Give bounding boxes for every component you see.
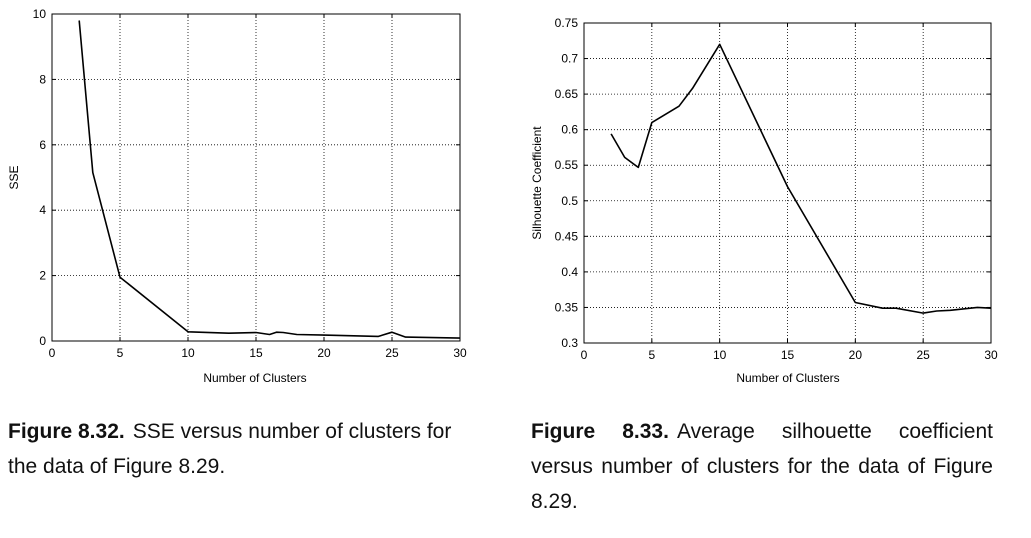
x-tick-label: 20 (849, 348, 863, 362)
x-tick-label: 0 (49, 346, 56, 360)
x-tick-label: 20 (317, 346, 331, 360)
y-tick-label: 0.4 (561, 265, 578, 279)
caption-figure-number: Figure 8.33. (531, 420, 669, 443)
y-axis-label: Silhouette Coefficient (530, 126, 544, 240)
caption-figure-number: Figure 8.32. (8, 420, 125, 443)
y-tick-label: 0.35 (555, 300, 579, 314)
x-tick-label: 10 (713, 348, 727, 362)
x-tick-label: 30 (984, 348, 998, 362)
y-tick-label: 0.3 (561, 336, 578, 350)
series-line (78, 20, 461, 339)
x-axis-label: Number of Clusters (736, 371, 839, 385)
silhouette-chart: 0 5 10 15 20 25 30 0.3 0.35 0.4 0.45 0.5 0.55 0.6 0.65… (530, 16, 998, 385)
plot-frame (51, 13, 461, 342)
x-tick-label: 30 (453, 346, 467, 360)
x-tick-label: 15 (781, 348, 795, 362)
y-tick-label: 0.55 (555, 158, 579, 172)
y-tick-label: 0.45 (555, 229, 579, 243)
y-tick-label: 0.75 (555, 16, 579, 30)
figure-caption-8-33: Figure 8.33. Average silhouette coefficie… (531, 414, 993, 519)
y-axis-label: SSE (7, 165, 21, 189)
x-tick-label: 5 (648, 348, 655, 362)
y-tick-label: 4 (39, 203, 46, 217)
x-axis-label: Number of Clusters (203, 371, 306, 385)
y-tick-label: 0.7 (561, 52, 578, 66)
x-tick-label: 15 (249, 346, 263, 360)
x-tick-label: 5 (117, 346, 124, 360)
x-tick-label: 25 (385, 346, 399, 360)
x-tick-label: 10 (181, 346, 195, 360)
sse-chart: 0 5 10 15 20 25 30 0 2 4 6 8 10 Number of Clusters SSE (7, 7, 467, 385)
caption-text: Average silhouette coefficient versus nu… (531, 420, 993, 513)
y-tick-label: 0.5 (561, 194, 578, 208)
y-tick-label: 0 (39, 334, 46, 348)
x-tick-label: 25 (916, 348, 930, 362)
y-tick-label: 10 (33, 7, 47, 21)
figure-charts: 0 5 10 15 20 25 30 0 2 4 6 8 10 Number of Clusters SSE… (7, 7, 998, 385)
series-line (610, 43, 992, 314)
y-tick-label: 6 (39, 138, 46, 152)
y-tick-label: 2 (39, 269, 46, 283)
y-tick-label: 0.65 (555, 87, 579, 101)
y-tick-label: 8 (39, 72, 46, 86)
y-tick-label: 0.6 (561, 123, 578, 137)
x-tick-label: 0 (581, 348, 588, 362)
caption-text: SSE versus number of clusters for the da… (8, 420, 452, 478)
figure-caption-8-32: Figure 8.32. SSE versus number of cluster… (8, 414, 478, 484)
